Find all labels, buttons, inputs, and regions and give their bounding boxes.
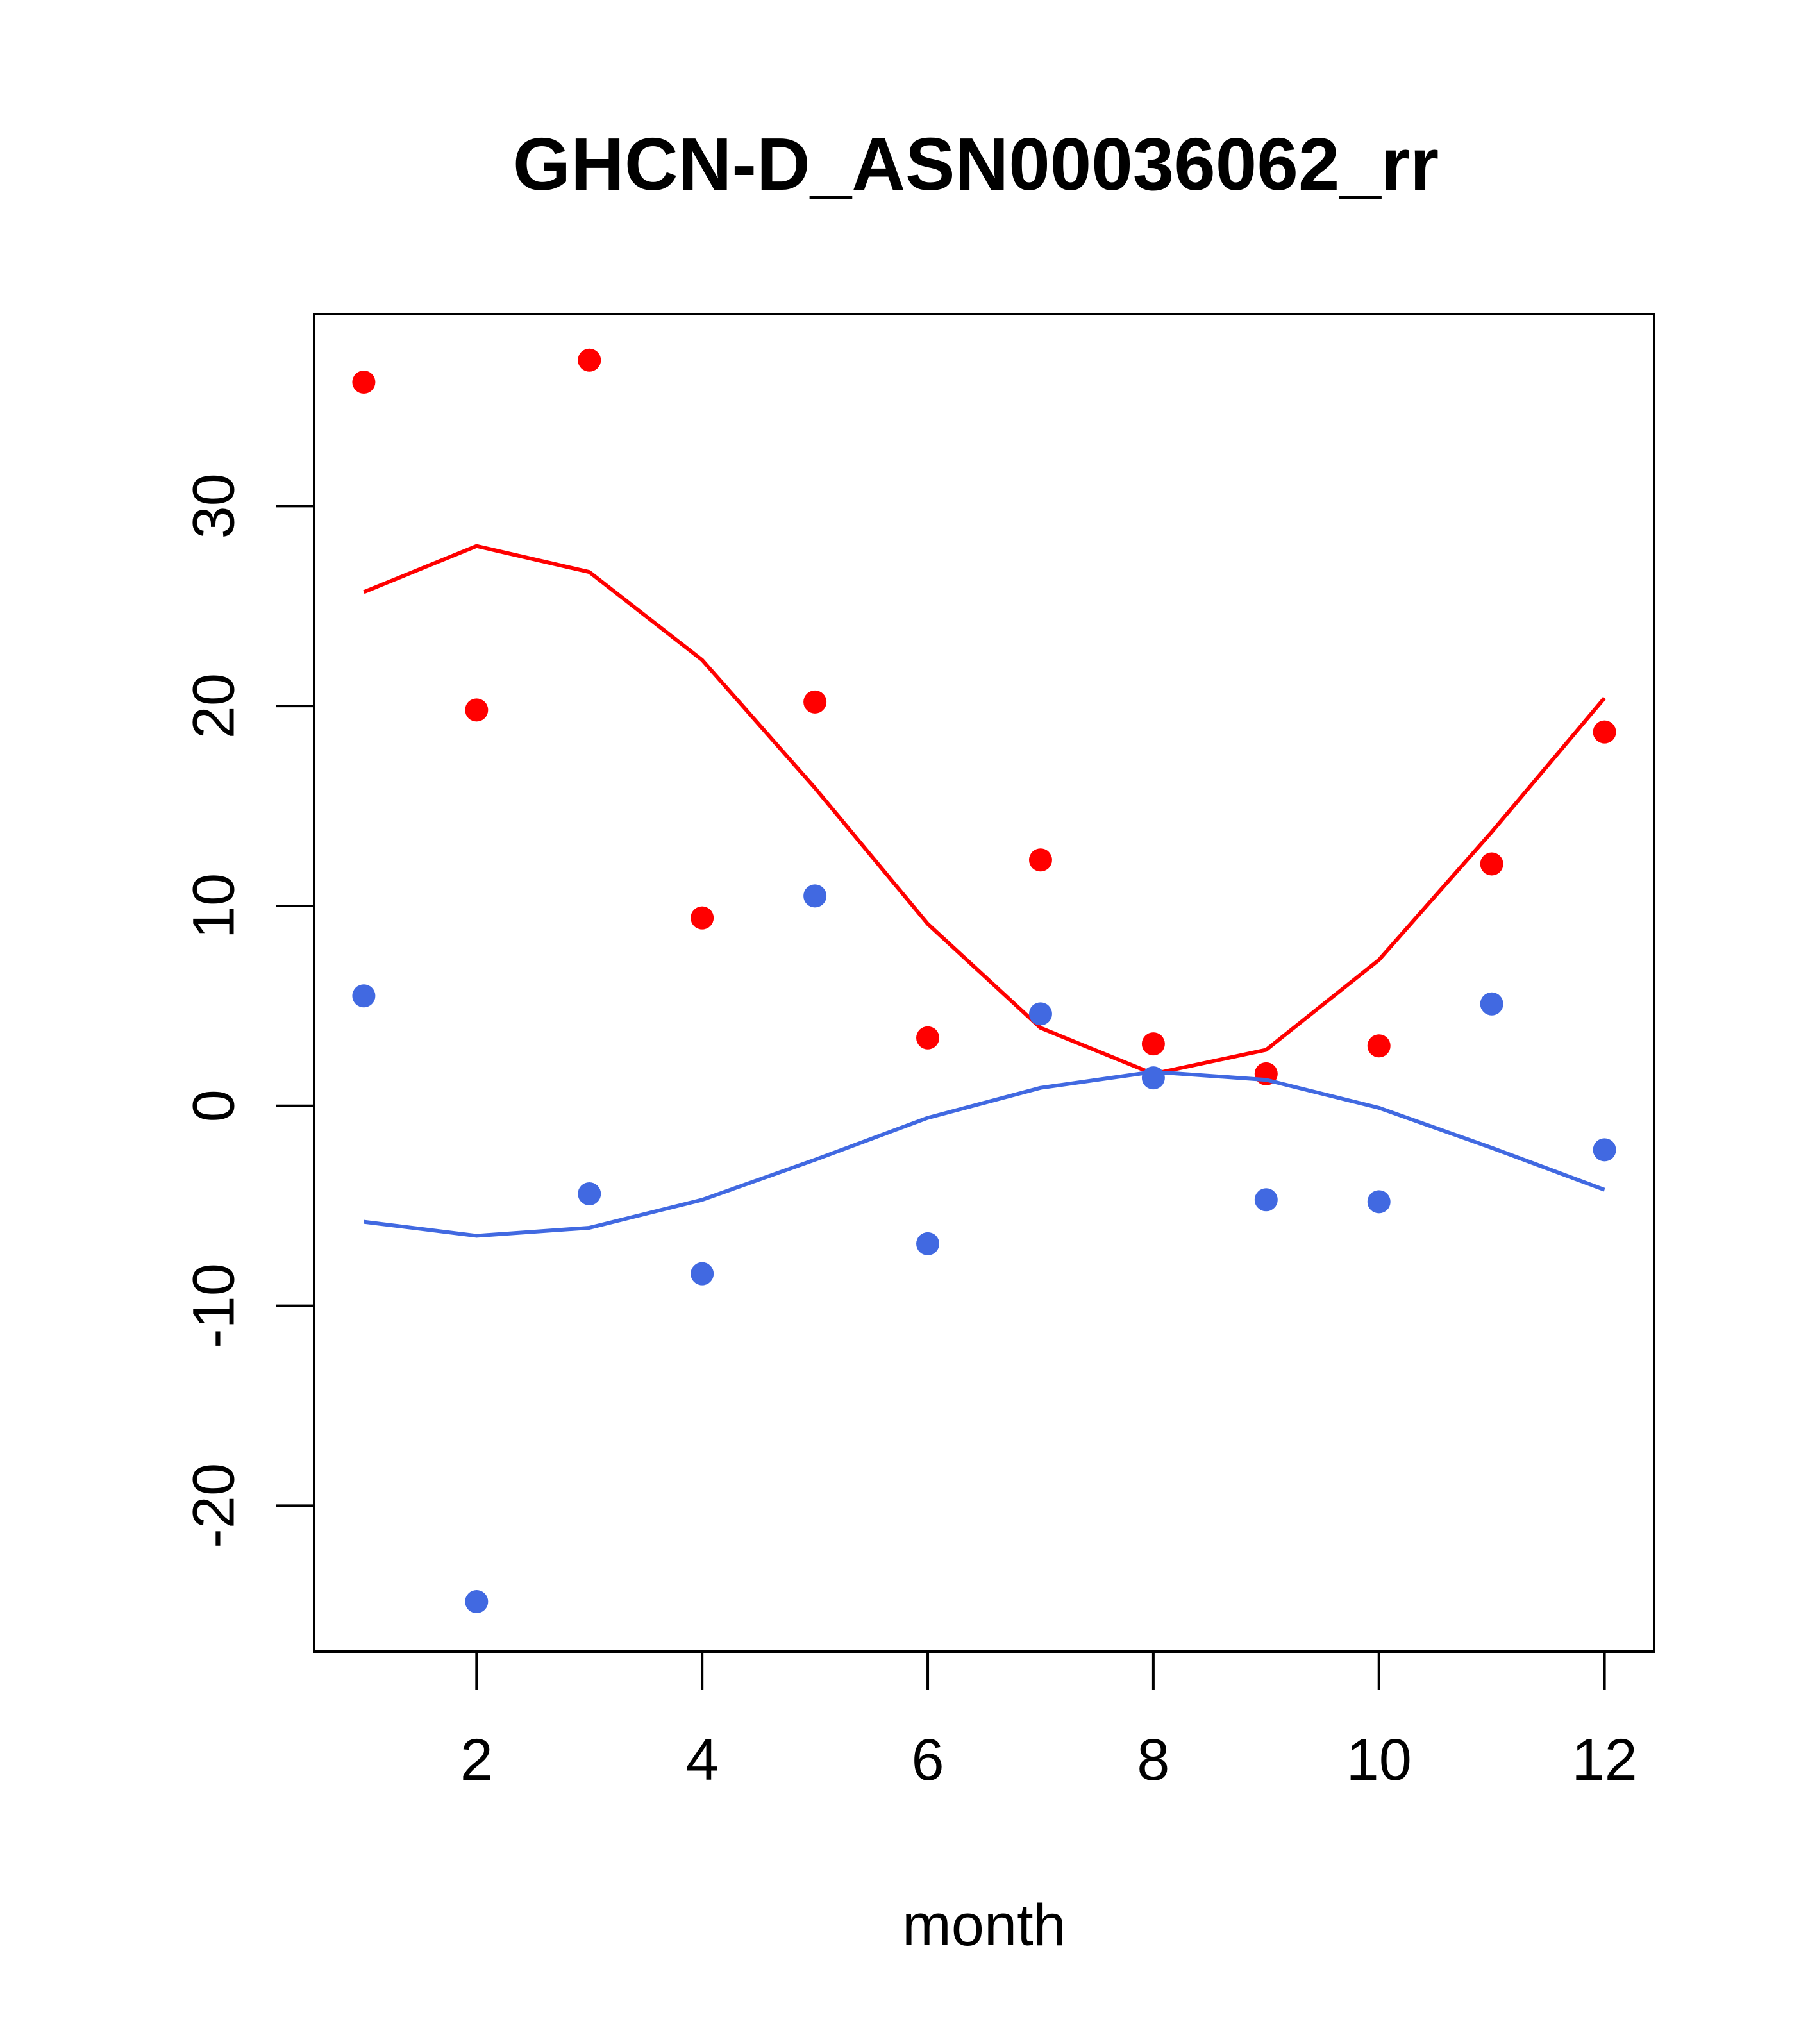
- data-point: [465, 698, 489, 722]
- data-point: [803, 690, 827, 714]
- x-tick-label: 2: [460, 1727, 493, 1793]
- data-point: [691, 906, 714, 930]
- y-tick-label: -20: [181, 1463, 246, 1548]
- data-point: [1367, 1034, 1391, 1058]
- data-point: [465, 1590, 489, 1614]
- series-1: [352, 348, 1616, 1085]
- data-point: [1480, 992, 1503, 1016]
- x-tick-label: 4: [686, 1727, 719, 1793]
- series-layer: [352, 348, 1616, 1614]
- x-tick-label: 6: [911, 1727, 944, 1793]
- y-tick-label: -10: [181, 1263, 246, 1348]
- x-tick-label: 8: [1137, 1727, 1169, 1793]
- y-tick-label: 0: [181, 1089, 246, 1122]
- series-2: [352, 884, 1616, 1614]
- data-point: [1141, 1032, 1165, 1056]
- data-point: [916, 1026, 940, 1050]
- x-tick-label: 10: [1346, 1727, 1412, 1793]
- data-point: [352, 371, 376, 394]
- x-axis: 2 4 6 8 10 12: [460, 1650, 1637, 1793]
- data-point: [1367, 1190, 1391, 1214]
- data-point: [803, 884, 827, 908]
- x-axis-label: month: [902, 1893, 1066, 1958]
- y-tick-label: 20: [181, 673, 246, 739]
- data-point: [1480, 852, 1503, 876]
- x-tick-label: 12: [1571, 1727, 1637, 1793]
- series-line: [363, 544, 1606, 1076]
- data-point: [1028, 848, 1052, 872]
- data-point: [578, 348, 601, 372]
- y-axis: -20 -10 0 10 20 30: [181, 473, 315, 1548]
- data-point: [1593, 720, 1616, 744]
- plot-frame: [313, 313, 1655, 1653]
- chart-title: GHCN-D_ASN00036062_rr: [513, 122, 1439, 206]
- data-point: [1254, 1188, 1278, 1212]
- data-point: [691, 1262, 714, 1286]
- data-point: [1141, 1066, 1165, 1090]
- y-tick-label: 30: [181, 473, 246, 539]
- data-point: [352, 984, 376, 1008]
- data-point: [578, 1182, 601, 1205]
- y-tick-label: 10: [181, 873, 246, 939]
- data-point: [1028, 1002, 1052, 1026]
- series-line: [364, 1069, 1605, 1238]
- data-point: [916, 1232, 940, 1255]
- data-point: [1593, 1138, 1616, 1162]
